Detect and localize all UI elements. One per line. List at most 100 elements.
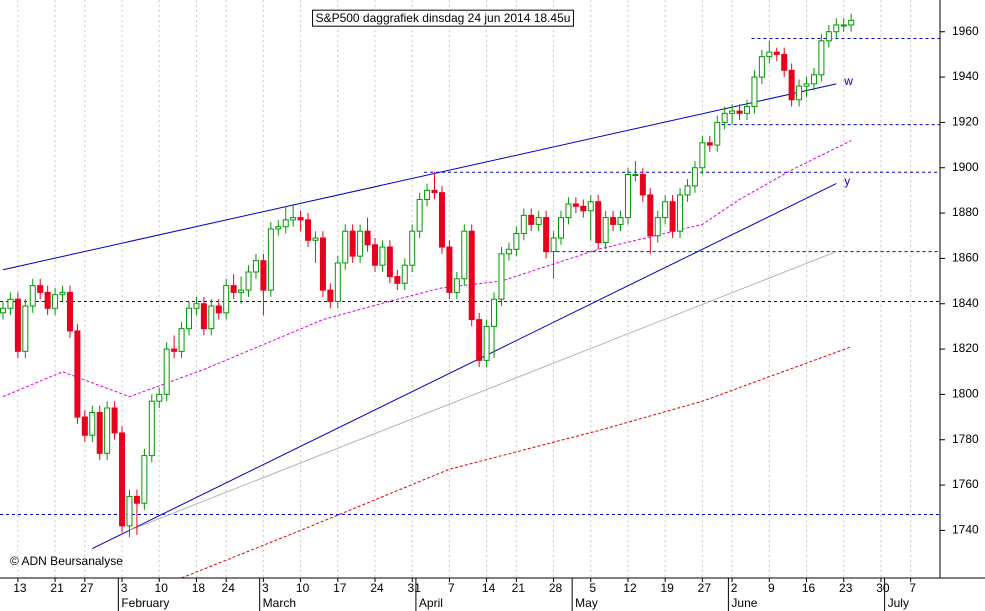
candle-body [357,230,364,257]
candle-body [810,74,817,85]
candle-body [684,185,691,196]
candle-body [825,31,832,42]
x-tick-label: 31 [408,581,422,595]
y-tick-label: 1800 [952,387,979,401]
candle-body [699,142,706,169]
candle-body [349,230,356,257]
candle-body [818,40,825,76]
candle-body [848,19,855,26]
candle-body [766,51,773,58]
x-tick-label: 19 [660,581,674,595]
y-tick-label: 1880 [952,205,979,219]
candle-body [245,271,252,291]
candle-body [617,217,624,225]
x-tick-label: 28 [549,581,563,595]
candle-body [602,217,609,244]
grid-layer [17,0,912,578]
candle-body [714,121,721,146]
candle-body [148,400,155,457]
y-tick-label: 1920 [952,115,979,129]
candle-body [803,83,810,87]
x-tick-label: 18 [192,581,206,595]
candle-body [312,237,319,241]
candle-body [104,407,111,454]
x-tick-label: 10 [155,581,169,595]
candle-body [342,230,349,264]
month-label: March [263,596,296,610]
x-tick-label: 30 [876,581,890,595]
candle-body [290,217,297,221]
x-tick-label: 24 [370,581,384,595]
candle-body [662,201,669,219]
candle-body [840,24,847,27]
candle-body [721,112,728,123]
candle-body [252,260,259,273]
candle-body [528,214,535,225]
candle-body [260,260,267,291]
x-tick-label: 27 [80,581,94,595]
candle-body [624,174,631,219]
x-tick-label: 23 [839,581,853,595]
candle-body [691,167,698,187]
candle-body [483,325,490,361]
x-tick-label: 21 [50,581,64,595]
candle-body [520,214,527,234]
candle-body [833,24,840,33]
trendline-label: y [844,174,850,188]
candle-body [706,142,713,146]
candle-body [386,246,393,278]
x-tick-label: 21 [512,581,526,595]
candle-body [461,230,468,280]
candle-body [319,237,326,291]
candle-body [282,219,289,228]
trendline-label: w [843,74,853,88]
candle-body [111,407,118,434]
x-tick-label: 5 [589,581,596,595]
candle-body [37,285,44,293]
candle-body [587,201,594,212]
moving-average [181,346,852,579]
candle-body [193,303,200,309]
month-label: July [888,596,909,610]
candle-body [364,230,371,246]
candle-body [610,217,617,225]
candle-body [275,226,282,230]
candle-body [327,289,334,302]
candle-body [468,230,475,321]
x-tick-label: 10 [296,581,310,595]
candle-body [141,455,148,504]
candle-body [632,174,639,177]
candle-body [505,248,512,255]
chart-title: S&P500 daggrafiek dinsdag 24 jun 2014 18… [316,11,571,25]
candle-layer [0,13,855,538]
y-tick-label: 1940 [952,69,979,83]
candle-body [119,432,126,527]
x-tick-label: 27 [698,581,712,595]
y-tick-label: 1820 [952,341,979,355]
candle-body [267,228,274,291]
candle-body [401,264,408,284]
candle-body [7,298,14,309]
candle-body [595,201,602,244]
candle-body [208,305,215,330]
candle-body [476,319,483,361]
candle-body [729,110,736,114]
candle-body [156,393,163,402]
candle-body [796,85,803,101]
candle-body [535,217,542,225]
candle-body [677,194,684,232]
candle-body [438,192,445,248]
trendline [92,183,837,549]
candle-body [565,203,572,219]
candle-body [379,246,386,266]
month-label: May [575,596,598,610]
candle-body [416,198,423,232]
candle-body [230,285,237,293]
candle-body [431,189,438,194]
y-tick-label: 1740 [952,523,979,537]
candle-body [200,303,207,330]
candle-body [491,298,498,327]
candle-body [453,278,460,293]
